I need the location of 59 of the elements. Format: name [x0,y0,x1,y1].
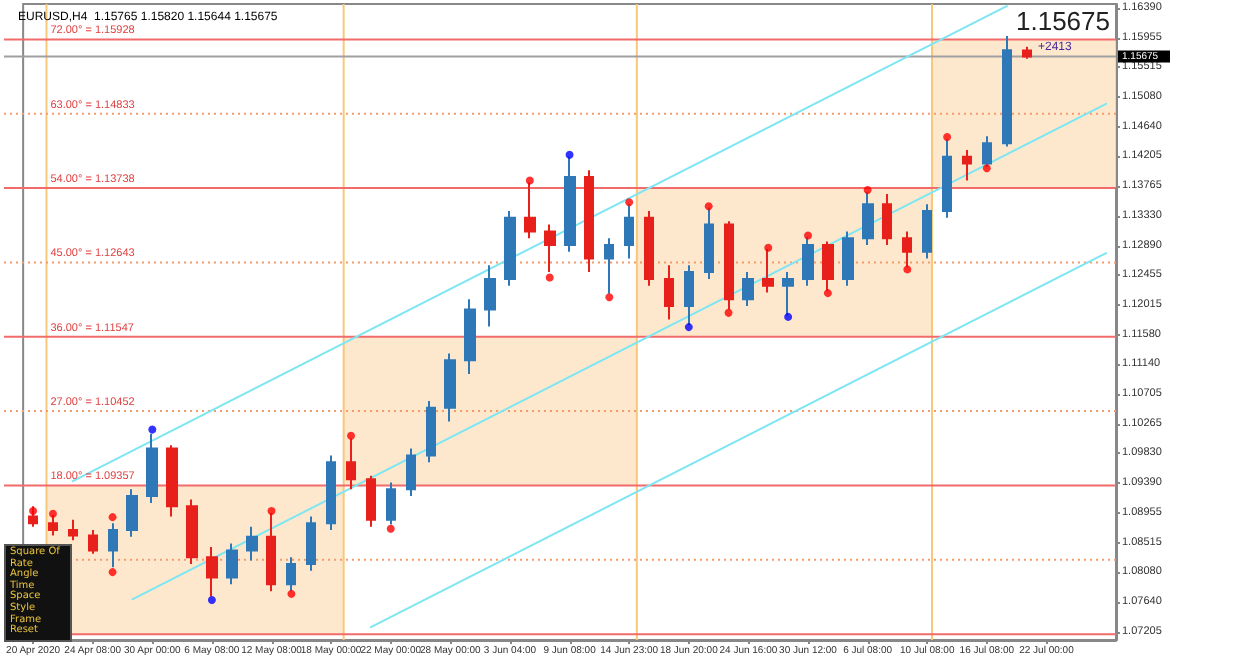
candlestick [306,515,316,572]
candlestick [922,203,932,260]
point [684,323,693,332]
point [784,312,793,321]
point [267,507,276,516]
candlestick [584,169,594,274]
candlestick [742,271,754,308]
candlestick [406,447,416,498]
candlestick [1022,45,1032,60]
candlestick [166,444,178,518]
point [347,431,355,440]
candlestick [88,529,98,555]
point [804,231,813,240]
candlestick [644,210,654,287]
point [525,176,534,185]
point [287,589,296,598]
candlestick [226,542,238,586]
candlestick [108,522,118,569]
candlestick [326,454,336,532]
annotation: 1.15675 [1016,6,1111,36]
point [903,265,912,274]
point [207,595,216,604]
candlestick [704,206,714,280]
point [823,289,832,298]
candlestick [1002,34,1012,148]
point [625,198,634,207]
candlestick [962,148,972,182]
candlestick [246,525,258,562]
point [108,513,117,522]
point [764,243,773,252]
point [29,507,38,516]
candlestick [426,400,436,464]
candlestick [882,193,892,246]
candlestick [28,505,38,528]
candlestick [126,488,138,538]
point [704,202,713,211]
point [605,293,614,302]
point [386,524,395,533]
candlestick [484,264,496,328]
point [48,509,57,518]
candlestick [68,518,78,542]
candlestick [842,230,854,287]
point [982,164,991,173]
candlestick [664,264,674,321]
candlestick [464,298,476,375]
point [943,133,952,142]
point [565,150,574,159]
point [863,185,872,194]
point [108,568,117,577]
candlestick [366,474,376,528]
point [148,425,157,434]
point [724,308,733,317]
candlestick [544,223,556,274]
candlestick [504,210,516,287]
point [545,273,554,282]
candlestick [782,271,794,317]
candlestick [444,352,456,423]
candlestick [802,235,814,287]
candlestick [186,498,198,565]
